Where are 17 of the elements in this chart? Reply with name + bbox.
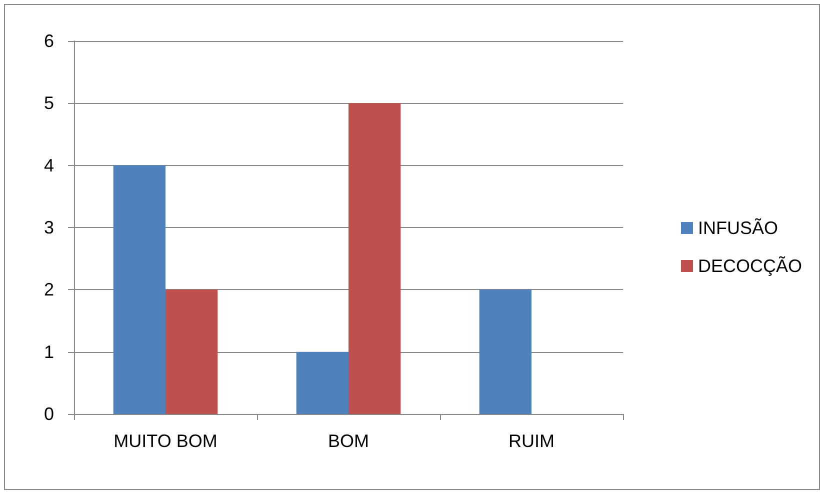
bar <box>479 290 532 414</box>
y-tick-label: 1 <box>44 342 54 362</box>
x-tick-label: MUITO BOM <box>114 431 218 451</box>
x-tick-label: RUIM <box>508 431 554 451</box>
bar <box>166 290 218 414</box>
y-tick-label: 6 <box>44 31 54 51</box>
legend-label: DECOCÇÃO <box>698 256 802 276</box>
y-tick-label: 2 <box>44 280 54 300</box>
legend-label: INFUSÃO <box>698 218 778 238</box>
bar <box>113 165 166 414</box>
y-tick-label: 4 <box>44 155 54 176</box>
x-tick-label: BOM <box>328 431 370 451</box>
y-tick-label: 3 <box>44 218 54 238</box>
y-tick-label: 5 <box>44 93 54 114</box>
bar <box>296 352 348 414</box>
bar <box>348 103 401 414</box>
y-tick-label: 0 <box>44 404 54 424</box>
